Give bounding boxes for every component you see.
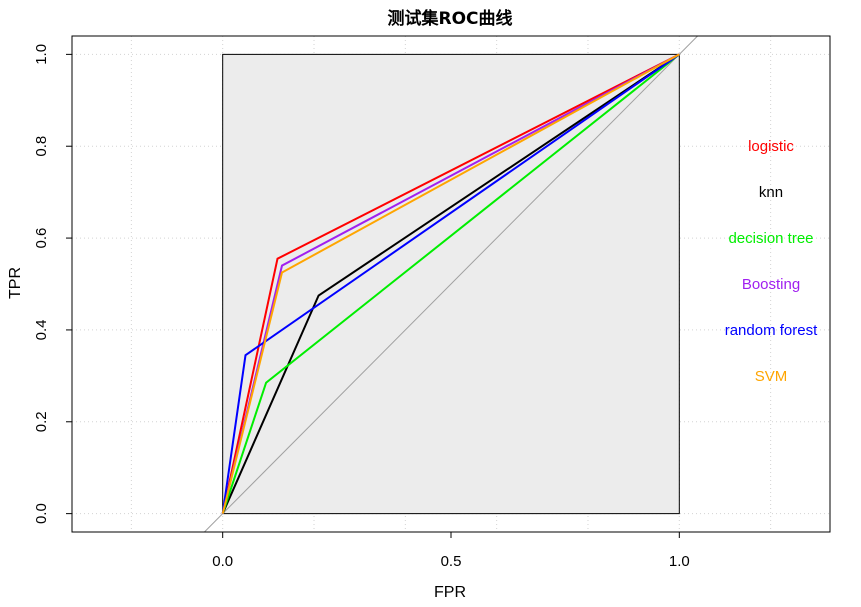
- roc-curve-random-forest: [221, 53, 680, 514]
- legend-item-knn: knn: [759, 184, 783, 201]
- y-axis-label: TPR: [7, 267, 24, 299]
- roc-curve-svm: [221, 53, 680, 514]
- legend-item-boosting: Boosting: [742, 276, 800, 293]
- y-tick-label: 0.0: [33, 503, 50, 524]
- roc-curve-knn: [221, 53, 680, 515]
- y-tick-label: 0.8: [33, 136, 50, 157]
- y-axis: 0.0 0.2 0.4 0.6 0.8 1.0: [33, 44, 72, 524]
- x-axis-label: FPR: [434, 584, 466, 601]
- x-tick-label: 1.0: [669, 553, 690, 570]
- legend-item-svm: SVM: [755, 368, 788, 385]
- y-tick-label: 0.2: [33, 411, 50, 432]
- x-tick-label: 0.5: [441, 553, 462, 570]
- legend-item-decision-tree: decision tree: [728, 230, 813, 247]
- legend-item-logistic: logistic: [748, 138, 794, 155]
- roc-curve-decision-tree: [221, 53, 680, 514]
- y-tick-label: 0.6: [33, 228, 50, 249]
- chance-diagonal-line: [204, 35, 698, 533]
- chart-title: 测试集ROC曲线: [387, 8, 512, 29]
- x-tick-label: 0.0: [212, 553, 233, 570]
- roc-curves: [221, 53, 680, 515]
- y-tick-label: 0.4: [33, 319, 50, 340]
- legend-item-random-forest: random forest: [725, 322, 818, 339]
- y-tick-label: 1.0: [33, 44, 50, 65]
- legend: logistic knn decision tree Boosting random f…: [725, 138, 818, 385]
- roc-curve-logistic: [221, 53, 680, 514]
- x-axis: 0.0 0.5 1.0: [212, 532, 690, 570]
